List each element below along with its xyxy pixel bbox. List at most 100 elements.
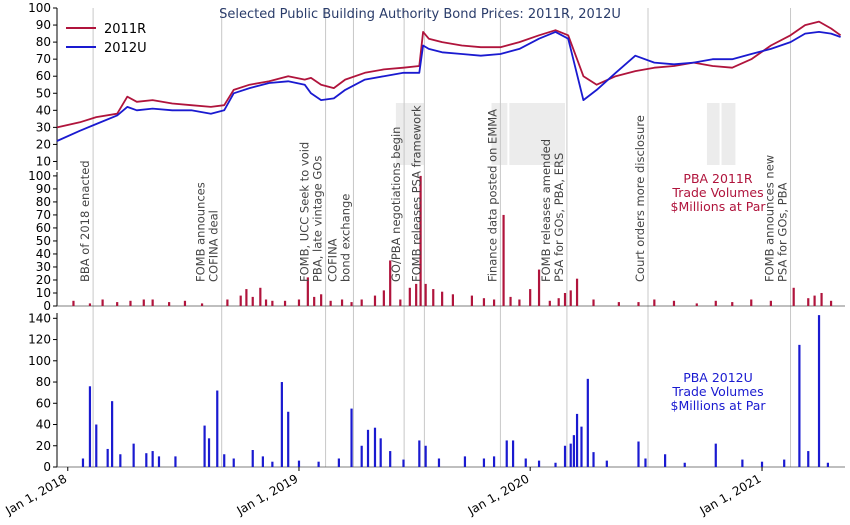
volume-2011R-y-tick-label: 10 (36, 286, 51, 300)
panel-label-2011R: $Millions at Par (671, 199, 767, 214)
bar-2012U (563, 445, 567, 467)
panel-label-2012U: Trade Volumes (671, 384, 763, 399)
legend-label-2011R: 2011R (104, 22, 146, 37)
bar-2012U (575, 413, 579, 467)
price-y-tick-label: 80 (36, 35, 51, 49)
shaded-period (491, 103, 508, 165)
bar-2011R (183, 300, 187, 306)
shaded-period (395, 103, 425, 165)
bar-2011R (695, 303, 698, 306)
bar-2012U (402, 459, 405, 467)
x-tick-label: Jan 1, 2020 (465, 471, 532, 518)
bar-2011R (813, 295, 816, 306)
bar-2012U (251, 450, 254, 467)
bar-2011R (529, 289, 532, 306)
bar-2012U (826, 462, 829, 467)
bar-2012U (157, 456, 161, 467)
bar-2012U (524, 458, 527, 467)
bar-2011R (283, 300, 287, 306)
bar-2011R (88, 303, 92, 306)
bar-2012U (492, 456, 496, 467)
bar-2012U (569, 443, 572, 467)
bar-2011R (518, 299, 521, 306)
volume-2012U-y-tick-label: 100 (28, 354, 51, 368)
bar-2012U (280, 382, 283, 467)
bar-2011R (492, 299, 496, 306)
volume-2012U-y-tick-label: 20 (36, 439, 51, 453)
event-label: COFINA deal (207, 210, 221, 282)
bar-2011R (714, 300, 717, 306)
bar-2012U (111, 401, 114, 467)
volume-2012U-y-tick-label: 140 (28, 311, 51, 325)
bar-2012U (232, 458, 235, 467)
volume-2011R-y-tick-label: 90 (36, 182, 51, 196)
bar-2011R (271, 300, 274, 306)
bar-2012U (511, 440, 515, 467)
bar-2012U (223, 454, 226, 467)
bar-2012U (418, 440, 421, 467)
event-label: BBA of 2018 enacted (78, 160, 92, 282)
bar-2012U (119, 454, 122, 467)
x-tick-label: Jan 1, 2018 (2, 471, 69, 518)
panel-label-2011R: PBA 2011R (683, 171, 752, 186)
bar-2012U (424, 445, 427, 467)
bar-2012U (389, 451, 392, 467)
bar-2011R (350, 302, 353, 306)
bar-2011R (389, 260, 392, 306)
bar-2012U (379, 438, 382, 467)
bar-2011R (537, 269, 541, 306)
bar-2011R (72, 300, 75, 306)
bar-2012U (95, 424, 98, 467)
event-label: GO/PBA negotiations begin (389, 127, 403, 282)
shaded-period (509, 103, 566, 165)
bar-2011R (509, 296, 512, 306)
event-label: FOMB releases amended (539, 139, 553, 282)
bar-2011R (168, 302, 171, 306)
bar-2012U (203, 425, 206, 467)
bar-2011R (569, 290, 572, 306)
bar-2011R (373, 295, 377, 306)
bar-2012U (637, 441, 640, 467)
bar-2011R (129, 300, 132, 306)
panel-label-2012U: $Millions at Par (671, 398, 767, 413)
bar-2011R (226, 299, 229, 306)
bar-2012U (437, 458, 441, 467)
bar-2011R (563, 292, 567, 306)
price-y-tick-label: 30 (36, 120, 51, 134)
legend: 2011R 2012U (66, 22, 147, 56)
bar-2011R (313, 296, 316, 306)
bar-2012U (360, 445, 363, 467)
event-label: FOMB releases PSA framework (409, 105, 423, 282)
price-y-tick-label: 20 (36, 137, 51, 151)
bar-2011R (548, 300, 551, 306)
bar-2011R (672, 300, 676, 306)
bar-2011R (807, 298, 810, 306)
bar-2011R (306, 277, 309, 306)
bar-2012U (463, 456, 467, 467)
bar-2012U (317, 461, 320, 467)
bar-2012U (760, 461, 764, 467)
volume-2011R-y-tick-label: 20 (36, 273, 51, 287)
legend-label-2012U: 2012U (104, 41, 147, 56)
bar-2011R (245, 289, 248, 306)
event-label: COFINA (325, 238, 339, 282)
series-line-2012U (56, 30, 841, 142)
bar-2012U (287, 411, 290, 467)
shaded-periods (395, 103, 736, 165)
bar-2012U (350, 408, 353, 467)
bar-2011R (820, 292, 823, 306)
x-tick-label: Jan 1, 2021 (697, 471, 764, 518)
volume-2012U-y-tick-label: 80 (36, 375, 51, 389)
event-label: Court orders more disclosure (633, 115, 647, 282)
price-y-tick-label: 10 (36, 154, 51, 168)
bar-2011R (382, 290, 385, 306)
volume-2011R-y-tick-label: 70 (36, 208, 51, 222)
volume-2011R-y-tick-label: 80 (36, 195, 51, 209)
bar-2011R (829, 300, 833, 306)
bar-2012U (572, 435, 575, 467)
bar-2011R (264, 299, 268, 306)
event-label: bond exchange (338, 194, 352, 282)
bar-2011R (557, 298, 560, 306)
bar-2011R (637, 302, 640, 306)
